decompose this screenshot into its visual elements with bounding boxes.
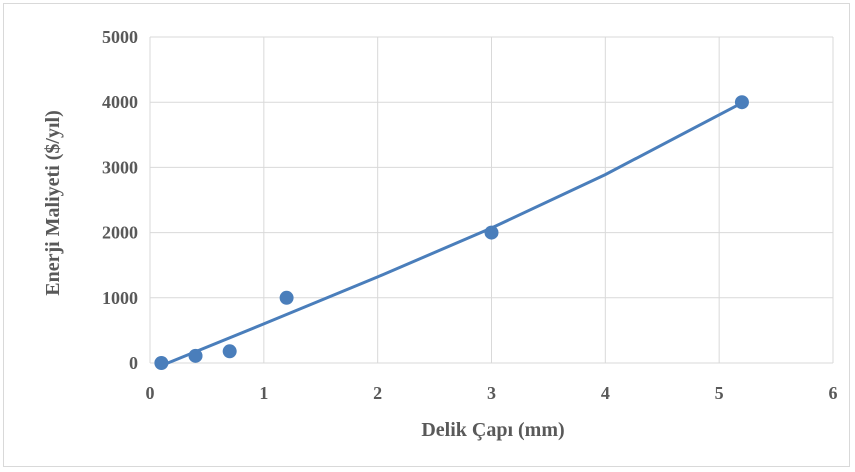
y-tick-label: 0 xyxy=(129,353,138,373)
y-tick-label: 5000 xyxy=(102,27,138,47)
y-axis-ticks: 0 1000 2000 3000 4000 5000 xyxy=(102,27,138,373)
y-tick-label: 2000 xyxy=(102,223,138,243)
data-points xyxy=(154,95,749,370)
data-point xyxy=(222,344,237,359)
x-tick-label: 3 xyxy=(487,383,496,403)
y-tick-label: 1000 xyxy=(102,288,138,308)
data-point xyxy=(188,348,203,363)
y-axis-title: Enerji Maliyeti ($/yıl) xyxy=(42,110,64,296)
data-point xyxy=(484,225,499,240)
x-tick-label: 0 xyxy=(146,383,155,403)
chart-area: 0 1000 2000 3000 4000 5000 0 1 2 3 4 5 6 Enerji Mal… xyxy=(3,3,850,467)
x-tick-label: 1 xyxy=(259,383,268,403)
scatter-chart: 0 1000 2000 3000 4000 5000 0 1 2 3 4 5 6 Enerji Mal… xyxy=(42,27,838,441)
data-point xyxy=(279,290,294,305)
y-tick-label: 4000 xyxy=(102,92,138,112)
x-tick-label: 6 xyxy=(829,383,838,403)
trendline-layer xyxy=(159,101,744,368)
x-tick-label: 4 xyxy=(601,383,610,403)
gridlines xyxy=(149,36,834,364)
y-tick-label: 3000 xyxy=(102,157,138,177)
x-tick-label: 5 xyxy=(715,383,724,403)
data-point xyxy=(154,356,169,370)
x-axis-ticks: 0 1 2 3 4 5 6 xyxy=(146,383,838,403)
x-tick-label: 2 xyxy=(373,383,382,403)
trendline xyxy=(159,101,744,368)
data-point xyxy=(734,95,749,110)
x-axis-title: Delik Çapı (mm) xyxy=(421,419,564,441)
